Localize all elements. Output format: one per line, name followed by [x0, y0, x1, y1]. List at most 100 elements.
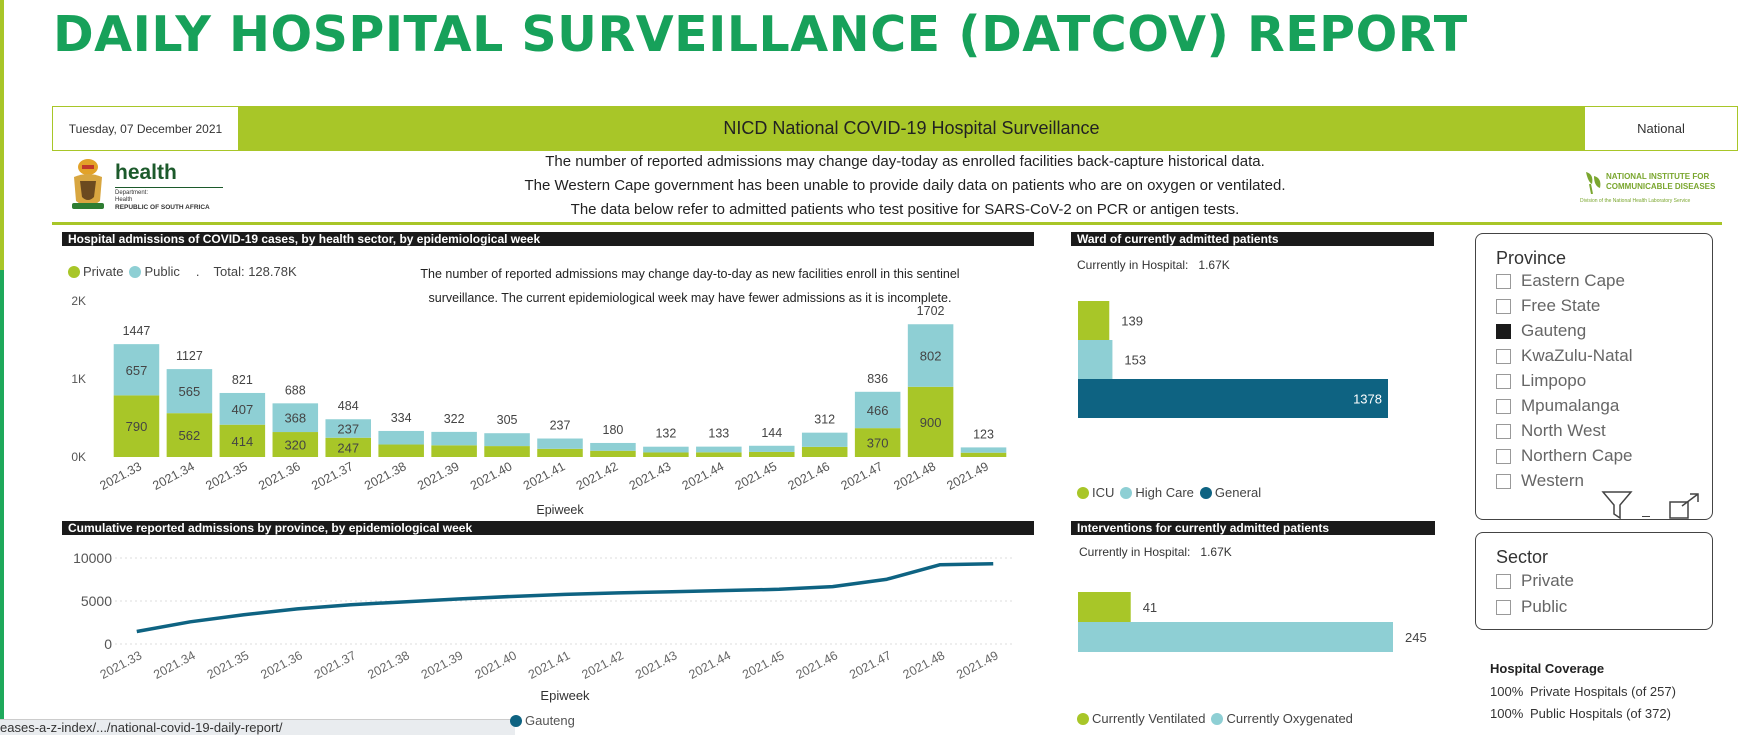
- filter-icon[interactable]: [1601, 490, 1633, 520]
- province-option-label: Western: [1521, 471, 1584, 490]
- legend-gauteng-dot: [510, 714, 522, 727]
- legend-icu[interactable]: ICU: [1077, 485, 1114, 500]
- bar-total-label: 484: [338, 399, 359, 413]
- bar-total-label: 144: [761, 426, 782, 440]
- province-option[interactable]: Mpumalanga: [1496, 396, 1619, 416]
- province-option[interactable]: Western: [1496, 471, 1584, 491]
- x-tick-label: 2021.38: [362, 459, 409, 493]
- intervention-bar: [1078, 622, 1393, 652]
- legend-public[interactable]: Public: [129, 264, 180, 279]
- ward-legend: ICU High Care General: [1077, 485, 1267, 500]
- ward-value-label: 139: [1121, 314, 1143, 329]
- x-tick-label: 2021.41: [526, 648, 573, 682]
- checkbox[interactable]: [1496, 348, 1511, 364]
- notice-line: The Western Cape government has been una…: [524, 177, 1286, 194]
- province-option[interactable]: Limpopo: [1496, 371, 1586, 391]
- legend-ventilated[interactable]: Currently Ventilated: [1077, 711, 1205, 726]
- coverage-row: 100% Public Hospitals (of 372): [1490, 706, 1671, 721]
- interventions-legend: Currently Ventilated Currently Oxygenate…: [1077, 711, 1359, 726]
- ward-current-value: 1.67K: [1198, 258, 1230, 272]
- intervention-value-label: 245: [1405, 630, 1427, 645]
- checkbox[interactable]: [1496, 323, 1511, 339]
- bar-public: [272, 403, 319, 433]
- bar-total-label: 305: [497, 413, 518, 427]
- province-option[interactable]: Free State: [1496, 296, 1600, 316]
- x-tick-label: 2021.40: [468, 459, 515, 493]
- ward-bar: [1078, 340, 1113, 379]
- sector-slicer-title: Sector: [1496, 547, 1549, 567]
- x-tick-label: 2021.37: [312, 648, 359, 682]
- health-logo-subtitle: Department: Health REPUBLIC OF SOUTH AFR…: [115, 190, 210, 212]
- bar-public: [113, 344, 160, 396]
- bar-private: [854, 428, 901, 457]
- y-tick-label: 0: [104, 636, 112, 652]
- province-option-label: KwaZulu-Natal: [1521, 346, 1633, 365]
- legend-private[interactable]: Private: [68, 264, 123, 279]
- coverage-pct: 100%: [1490, 706, 1524, 721]
- legend-oxygenated[interactable]: Currently Oxygenated: [1211, 711, 1353, 726]
- province-option[interactable]: Northern Cape: [1496, 446, 1633, 466]
- legend-gauteng-label: Gauteng: [525, 713, 575, 728]
- x-tick-label: 2021.33: [97, 459, 144, 493]
- left-rail-accent: [0, 0, 4, 270]
- checkbox[interactable]: [1496, 298, 1511, 314]
- province-option[interactable]: Gauteng: [1496, 321, 1586, 341]
- notice-line: The data below refer to admitted patient…: [570, 201, 1240, 218]
- cumulative-chart-header: Cumulative reported admissions by provin…: [62, 521, 1034, 535]
- x-tick-label: 2021.40: [472, 648, 519, 682]
- coat-of-arms-icon: [72, 159, 104, 209]
- y-tick-label: 5000: [81, 593, 112, 609]
- x-tick-label: 2021.41: [521, 459, 568, 493]
- page-title: DAILY HOSPITAL SURVEILLANCE (DATCOV) REP…: [53, 6, 1468, 63]
- checkbox[interactable]: [1496, 573, 1511, 589]
- nicd-leaf-icon: [1586, 172, 1601, 194]
- checkbox[interactable]: [1496, 423, 1511, 439]
- health-logo-sub3: REPUBLIC OF SOUTH AFRICA: [115, 204, 210, 211]
- sector-option[interactable]: Public: [1496, 597, 1567, 617]
- sector-option[interactable]: Private: [1496, 571, 1574, 591]
- province-slicer: Province Eastern Cape Free State Gauteng Kw…: [1475, 233, 1713, 520]
- checkbox[interactable]: [1496, 448, 1511, 464]
- bar-private: [643, 452, 689, 457]
- checkbox[interactable]: [1496, 473, 1511, 489]
- legend-general[interactable]: General: [1199, 485, 1262, 500]
- bar-public: [166, 369, 213, 414]
- bar-private: [272, 432, 319, 457]
- legend-public-label: Public: [144, 264, 180, 279]
- checkbox[interactable]: [1496, 398, 1511, 414]
- x-axis-title: Epiweek: [536, 503, 584, 517]
- bar-total-label: 132: [655, 427, 676, 441]
- x-tick-label: 2021.45: [740, 648, 787, 682]
- legend-high-care[interactable]: High Care: [1120, 485, 1194, 500]
- focus-mode-icon[interactable]: [1668, 492, 1700, 520]
- bar-total-label: 334: [391, 411, 412, 425]
- nicd-logo-text: NATIONAL INSTITUTE FOR COMMUNICABLE DISE…: [1606, 172, 1715, 192]
- admissions-chart-header: Hospital admissions of COVID-19 cases, b…: [62, 232, 1034, 246]
- bar-total-label: 312: [814, 413, 835, 427]
- province-slicer-title: Province: [1496, 248, 1567, 268]
- x-tick-label: 2021.38: [365, 648, 412, 682]
- bar-value-label: 802: [920, 349, 942, 364]
- checkbox[interactable]: [1496, 273, 1511, 289]
- province-option[interactable]: KwaZulu-Natal: [1496, 346, 1633, 366]
- scope-label: National: [1584, 106, 1738, 151]
- x-tick-label: 2021.35: [205, 648, 252, 682]
- bar-private: [484, 446, 530, 457]
- admissions-note-line1: The number of reported admissions may ch…: [420, 267, 960, 281]
- bar-value-label: 407: [232, 402, 254, 417]
- checkbox[interactable]: [1496, 599, 1511, 615]
- province-option[interactable]: North West: [1496, 421, 1606, 441]
- x-tick-label: 2021.36: [258, 648, 305, 682]
- province-option[interactable]: Eastern Cape: [1496, 271, 1625, 291]
- admissions-note-line2: surveillance. The current epidemiologica…: [428, 291, 952, 305]
- report-date: Tuesday, 07 December 2021: [52, 106, 239, 151]
- legend-general-label: General: [1214, 485, 1262, 500]
- nicd-line2: COMMUNICABLE DISEASES: [1606, 182, 1716, 191]
- admissions-total: Total: 128.78K: [213, 264, 297, 279]
- checkbox[interactable]: [1496, 373, 1511, 389]
- province-option-label: North West: [1521, 421, 1606, 440]
- bar-value-label: 565: [179, 384, 201, 399]
- ward-current: Currently in Hospital: 1.67K: [1077, 258, 1230, 272]
- bar-total-label: 123: [973, 427, 994, 441]
